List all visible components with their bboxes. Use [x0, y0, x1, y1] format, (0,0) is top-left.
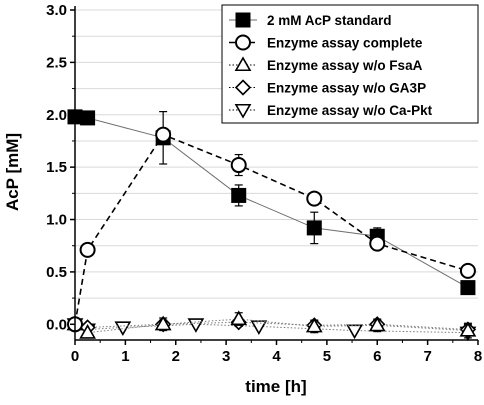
- y-axis-title: AcP [mM]: [3, 133, 22, 211]
- legend-box: [221, 4, 479, 124]
- data-point: [155, 126, 172, 143]
- x-tick-label: 2: [172, 348, 180, 365]
- legend: 2 mM AcP standard Enzyme assay complete En…: [221, 4, 479, 124]
- legend-label: Enzyme assay w/o Ca-Pkt: [267, 103, 433, 118]
- data-point: [231, 187, 247, 203]
- series-line: [74, 116, 469, 289]
- tick-labels: 0.0 0.5 1.0 1.5 2.0 2.5 3.0 0 1 2 3 4 5 6 7 8: [46, 2, 482, 365]
- x-tick-label: 1: [121, 348, 129, 365]
- series-line: [74, 318, 468, 334]
- data-point: [368, 316, 386, 332]
- series-line: [74, 321, 468, 331]
- y-tick-label: 3.0: [46, 2, 67, 19]
- data-point: [114, 321, 132, 337]
- y-tick-label: 1.5: [46, 159, 67, 176]
- data-point: [305, 317, 323, 333]
- data-point: [79, 241, 96, 258]
- data-point: [306, 190, 323, 207]
- legend-item: Enzyme assay w/o GA3P: [229, 79, 426, 96]
- data-point: [346, 324, 363, 340]
- data-point: [460, 280, 476, 296]
- data-point: [230, 310, 248, 326]
- x-tick-label: 6: [373, 348, 381, 365]
- data-point: [79, 324, 96, 339]
- data-point: [187, 318, 205, 333]
- y-tick-label: 2.0: [46, 107, 67, 124]
- data-point: [459, 262, 476, 279]
- legend-item: 2 mM AcP standard: [229, 12, 392, 28]
- series-0: [67, 109, 476, 296]
- x-tick-label: 0: [71, 348, 79, 365]
- legend-label: Enzyme assay w/o GA3P: [267, 81, 426, 96]
- series-line: [74, 323, 468, 334]
- legend-item: Enzyme assay w/o Ca-Pkt: [229, 103, 433, 119]
- legend-marker: [235, 12, 251, 28]
- x-tick-label: 3: [222, 348, 230, 365]
- y-tick-label: 0.5: [46, 264, 67, 281]
- x-tick-label: 7: [423, 348, 431, 365]
- x-axis-title: time [h]: [245, 377, 306, 396]
- y-tick-label: 1.0: [46, 212, 67, 229]
- data-point: [80, 110, 96, 126]
- y-tick-label: 0.0: [46, 316, 67, 333]
- series-1: [67, 126, 476, 333]
- axes-layer: [70, 6, 479, 345]
- legend-label: Enzyme assay complete: [267, 36, 423, 51]
- legend-marker: [234, 103, 252, 119]
- data-point: [306, 220, 322, 236]
- data-point: [369, 235, 386, 252]
- data-point: [459, 321, 477, 337]
- legend-item: Enzyme assay w/o FsaA: [229, 56, 423, 73]
- x-tick-label: 4: [272, 348, 281, 365]
- series-line: [74, 133, 469, 325]
- legend-label: 2 mM AcP standard: [267, 13, 392, 28]
- data-point: [154, 315, 172, 331]
- x-tick-label: 8: [474, 348, 482, 365]
- series-3: [66, 314, 477, 338]
- data-point: [250, 320, 268, 335]
- legend-marker: [234, 79, 252, 96]
- legend-label: Enzyme assay w/o FsaA: [267, 58, 423, 73]
- data-point: [230, 157, 247, 174]
- series-layer: [66, 109, 477, 342]
- x-tick-label: 5: [323, 348, 331, 365]
- legend-item: Enzyme assay complete: [229, 34, 423, 51]
- legend-marker: [234, 56, 252, 72]
- legend-marker: [235, 34, 251, 51]
- legend-items: 2 mM AcP standard Enzyme assay complete En…: [229, 12, 433, 119]
- y-tick-label: 2.5: [46, 54, 67, 71]
